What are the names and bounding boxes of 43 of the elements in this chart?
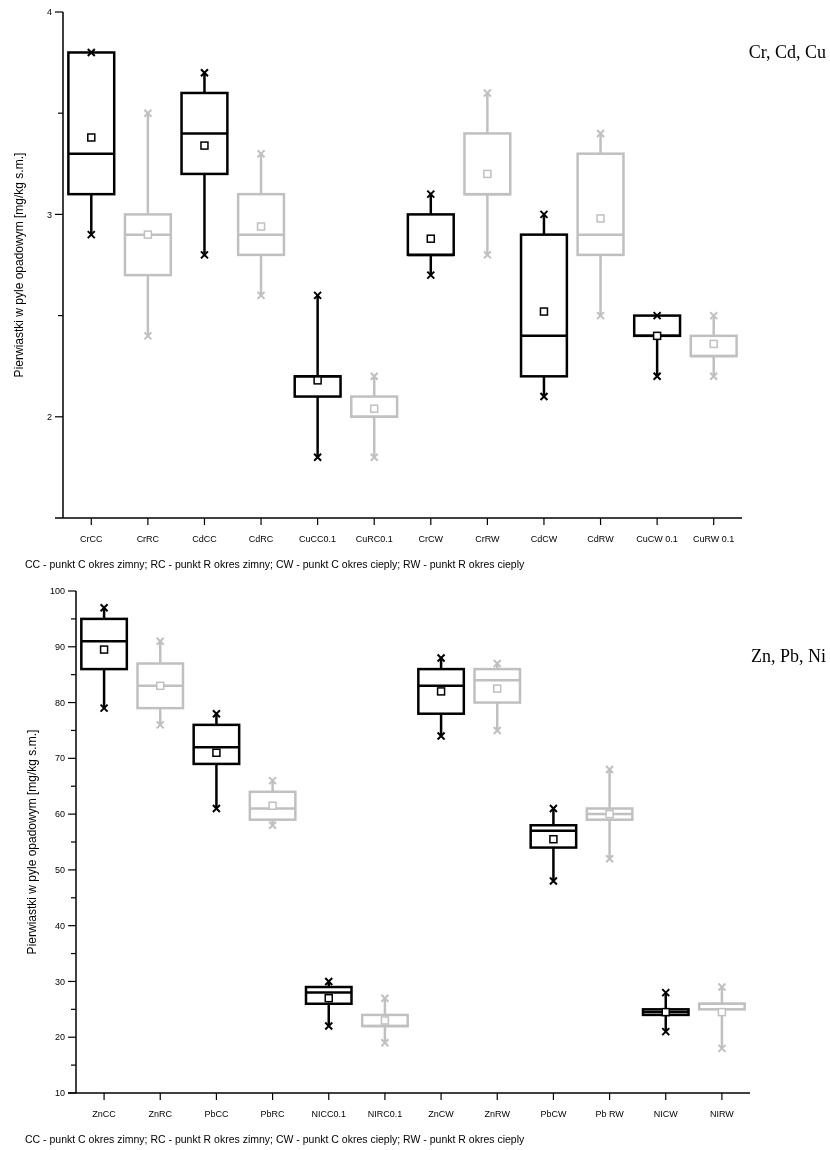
text: Cr, Cd, Cu xyxy=(748,42,826,62)
y-tick-label: 70 xyxy=(54,753,65,764)
y-tick-label: 40 xyxy=(54,920,65,931)
y-tick-label: 100 xyxy=(49,586,65,597)
x-tick-label: ZnCW xyxy=(428,1109,455,1119)
x-tick-label: ZnCC xyxy=(92,1109,117,1119)
x-tick-label: CrRW xyxy=(475,534,501,544)
x-tick-label: NICW xyxy=(653,1109,679,1119)
x-tick-label: NICC0.1 xyxy=(311,1109,347,1119)
y-tick-label: 2 xyxy=(46,411,52,422)
x-tick-label: CdRW xyxy=(587,534,615,544)
y-tick-label: 4 xyxy=(46,7,52,18)
text: Zn, Pb, Ni xyxy=(750,646,826,666)
x-tick-label: CuCW 0.1 xyxy=(636,534,678,544)
x-tick-label: CdCW xyxy=(530,534,558,544)
x-tick-label: CdRC xyxy=(248,534,274,544)
x-tick-label: CrRC xyxy=(136,534,160,544)
x-tick-label: ZnRC xyxy=(148,1109,173,1119)
y-axis-title: Pierwiastki w pyle opadowym [mg/kg s.m.] xyxy=(12,152,26,378)
text: CC - punkt C okres zimny; RC - punkt R okres zimny; CW - punkt C okres cieply; RW - punkt R okres cieply xyxy=(25,1133,526,1145)
x-tick-label: PbCW xyxy=(540,1109,567,1119)
x-tick-label: PbCC xyxy=(204,1109,229,1119)
x-tick-label: NIRC0.1 xyxy=(367,1109,403,1119)
x-tick-label: CrCW xyxy=(418,534,444,544)
x-tick-label: Pb RW xyxy=(595,1109,625,1119)
x-tick-label: PbRC xyxy=(260,1109,286,1119)
x-tick-label: ZnRW xyxy=(484,1109,511,1119)
x-tick-label: CuRW 0.1 xyxy=(693,534,735,544)
x-tick-label: NIRW xyxy=(709,1109,735,1119)
x-tick-label: CuRC0.1 xyxy=(355,534,393,544)
y-tick-label: 80 xyxy=(54,697,65,708)
y-tick-label: 30 xyxy=(54,976,65,987)
x-tick-label: CdCC xyxy=(192,534,218,544)
y-tick-label: 60 xyxy=(54,809,65,820)
y-tick-label: 20 xyxy=(54,1032,65,1043)
y-axis-title: Pierwiastki w pyle opadowym [mg/kg s.m.] xyxy=(25,729,39,955)
x-tick-label: CuCC0.1 xyxy=(299,534,337,544)
y-tick-label: 50 xyxy=(54,865,65,876)
y-tick-label: 10 xyxy=(54,1088,65,1099)
x-tick-label: CrCC xyxy=(80,534,104,544)
y-tick-label: 3 xyxy=(46,209,52,220)
text: CC - punkt C okres zimny; RC - punkt R okres zimny; CW - punkt C okres cieply; RW - punkt R okres cieply xyxy=(25,558,526,570)
y-tick-label: 90 xyxy=(54,641,65,652)
